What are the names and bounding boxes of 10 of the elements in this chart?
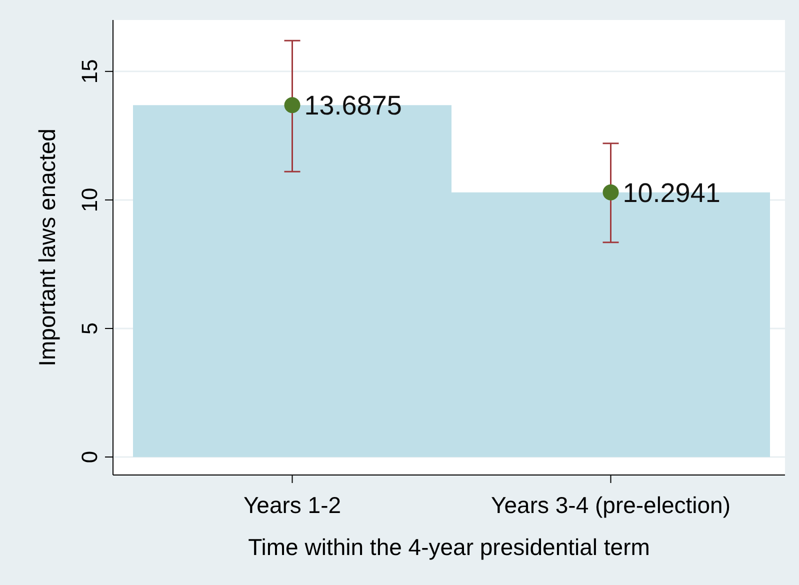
data-label: 10.2941 bbox=[622, 178, 720, 208]
x-tick-label: Years 3-4 (pre-election) bbox=[491, 492, 730, 518]
y-tick-label: 5 bbox=[77, 322, 102, 335]
y-axis-title: Important laws enacted bbox=[34, 128, 60, 366]
y-tick-label: 15 bbox=[77, 59, 102, 84]
data-label: 13.6875 bbox=[304, 90, 402, 121]
x-tick-label: Years 1-2 bbox=[243, 492, 342, 518]
x-axis-title: Time within the 4-year presidential term bbox=[248, 534, 650, 560]
y-tick-label: 0 bbox=[77, 450, 102, 464]
y-tick-label: 10 bbox=[77, 188, 102, 212]
